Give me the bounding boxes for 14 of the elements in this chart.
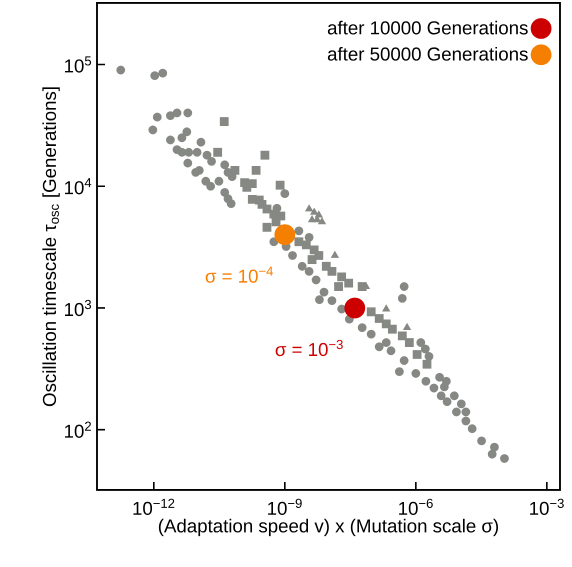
y-tick-label: 10$^{5}$ bbox=[65, 56, 92, 73]
annotation: σ = 10$^{−3}$ bbox=[276, 340, 343, 356]
x-tick-label: 10$^{−6}$ bbox=[399, 498, 433, 515]
y-tick-label: 10$^{2}$ bbox=[65, 422, 91, 438]
x-axis-title: (Adaptation speed v) x (Mutation scale σ) bbox=[158, 518, 498, 536]
x-tick-label: 10$^{−3}$ bbox=[530, 498, 564, 515]
legend-label: after 10000 Generations bbox=[328, 20, 528, 34]
y-axis-title: Oscillation timescale τ$_{osc}$ [Generations] bbox=[42, 87, 60, 406]
annotation: σ = 10$^{−4}$ bbox=[206, 266, 273, 283]
x-tick-label: 10$^{−9}$ bbox=[268, 498, 302, 515]
y-tick-label: 10$^{4}$ bbox=[65, 178, 92, 194]
x-tick-label: 10$^{−12}$ bbox=[133, 498, 174, 515]
y-tick-label: 10$^{3}$ bbox=[65, 300, 92, 316]
legend-label: after 50000 Generations bbox=[328, 46, 528, 61]
